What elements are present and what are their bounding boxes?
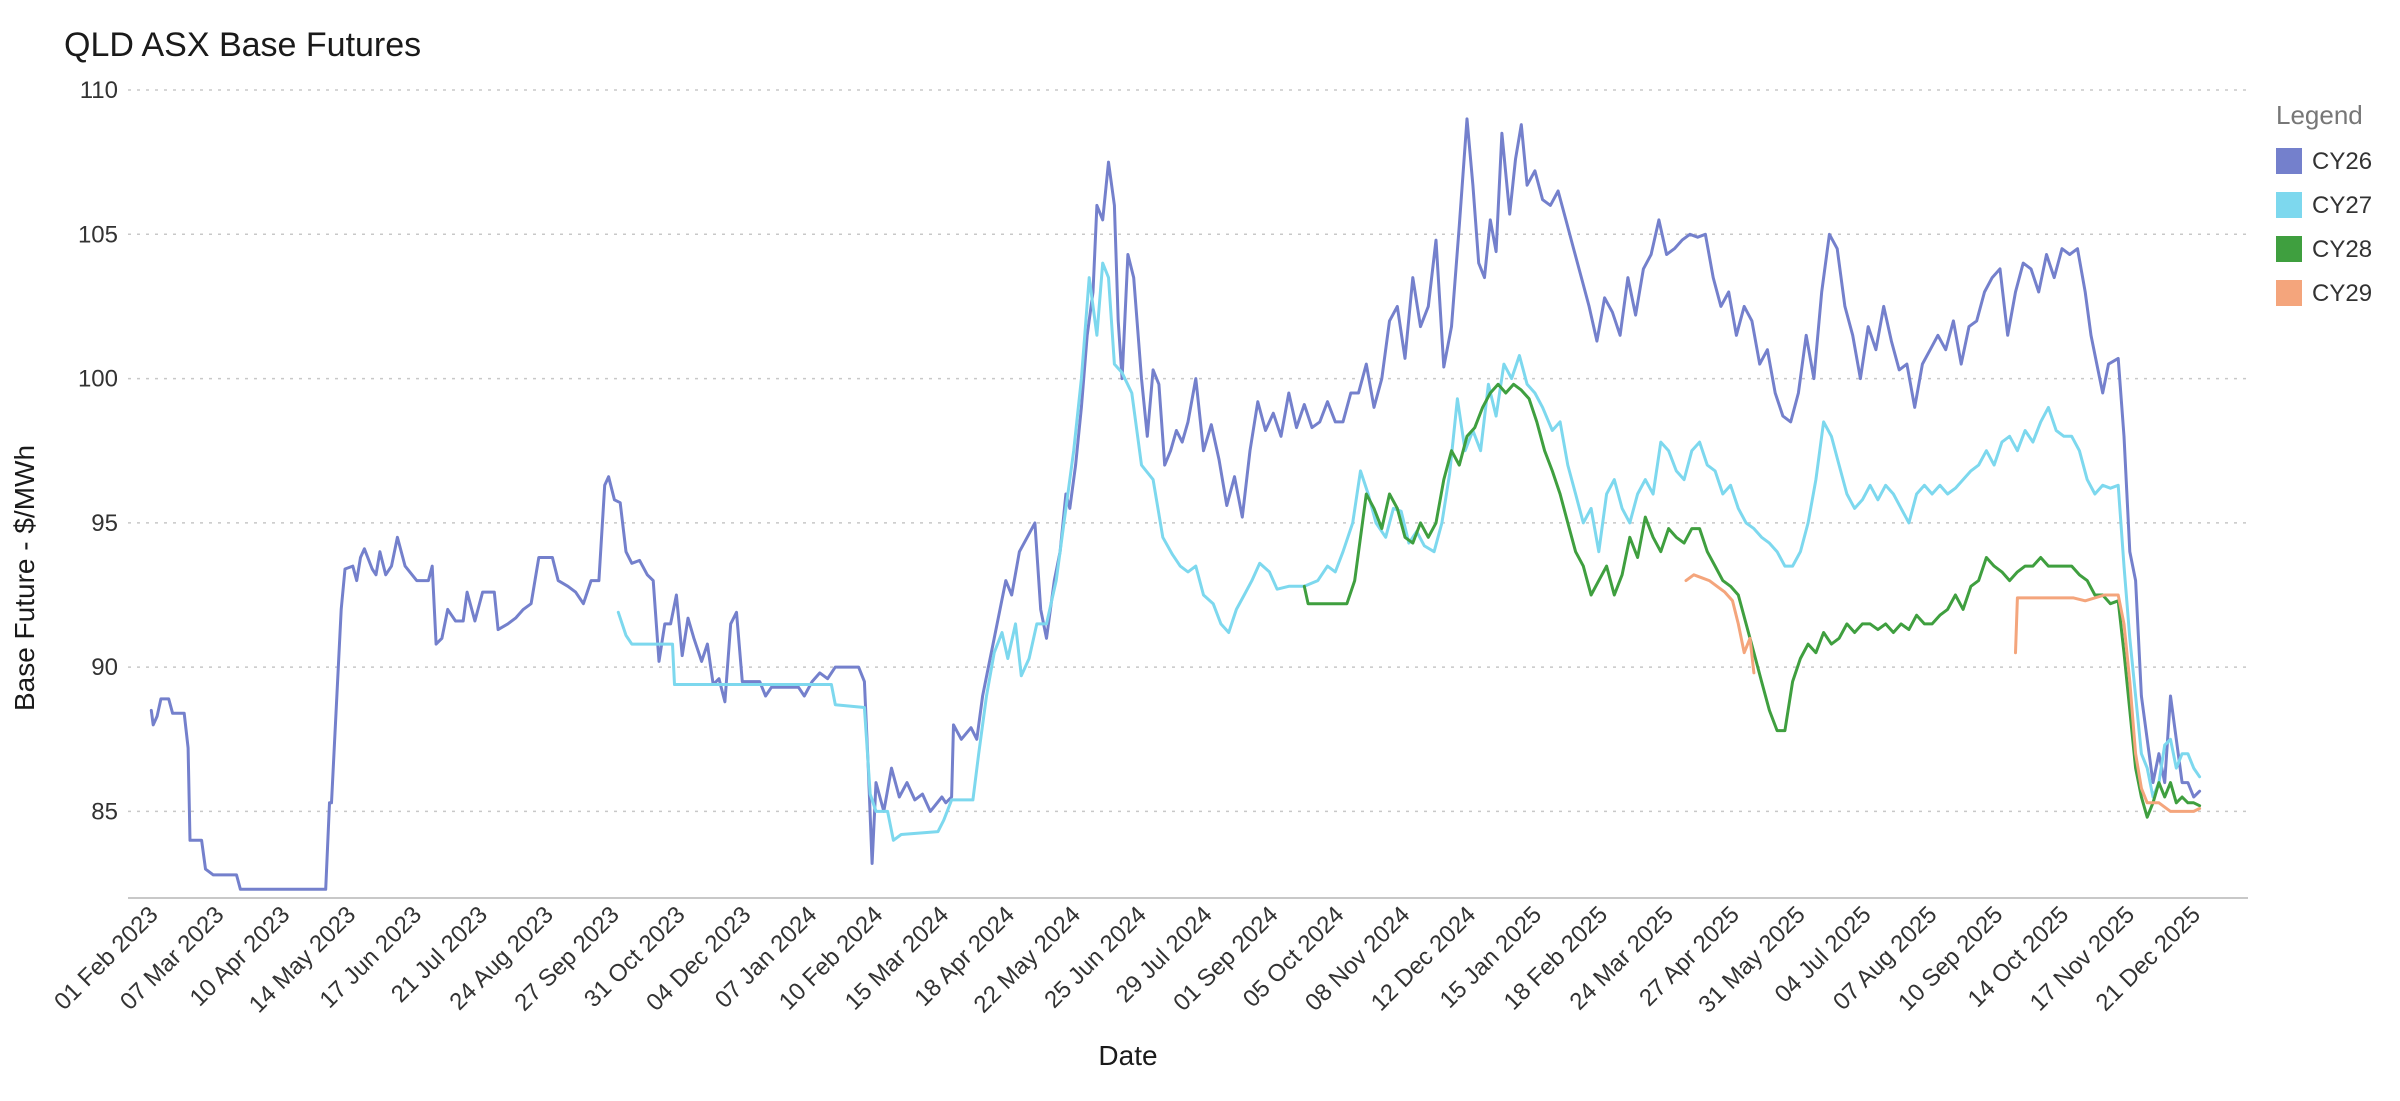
y-tick-label: 95 <box>91 510 118 537</box>
y-axis-label: Base Future - $/MWh <box>9 445 40 711</box>
y-tick-label: 90 <box>91 654 118 681</box>
series-line-cy26 <box>149 117 2202 891</box>
legend-label-cy27: CY27 <box>2312 192 2372 219</box>
y-tick-labels: 85 90 95 100 105 110 <box>78 77 118 825</box>
y-tick-label: 100 <box>78 366 118 393</box>
series-line-cy27 <box>616 261 2202 842</box>
legend: Legend CY26 CY27 CY28 CY29 <box>2276 100 2372 307</box>
legend-title: Legend <box>2276 100 2363 130</box>
legend-swatch-cy28 <box>2276 236 2302 262</box>
y-tick-label: 85 <box>91 798 118 825</box>
series-line-cy28 <box>1302 382 2202 819</box>
grid-layer <box>128 89 2248 813</box>
legend-swatch-cy27 <box>2276 192 2302 218</box>
legend-swatch-cy29 <box>2276 280 2302 306</box>
legend-label-cy29: CY29 <box>2312 280 2372 307</box>
x-axis-label: Date <box>1098 1040 1157 1071</box>
legend-swatch-cy26 <box>2276 148 2302 174</box>
series-line-cy29 <box>1684 573 2202 813</box>
legend-label-cy28: CY28 <box>2312 236 2372 263</box>
y-tick-label: 105 <box>78 221 118 248</box>
chart-title: QLD ASX Base Futures <box>64 26 421 64</box>
series-layer <box>149 117 2202 891</box>
y-tick-label: 110 <box>80 77 118 104</box>
legend-label-cy26: CY26 <box>2312 148 2372 175</box>
